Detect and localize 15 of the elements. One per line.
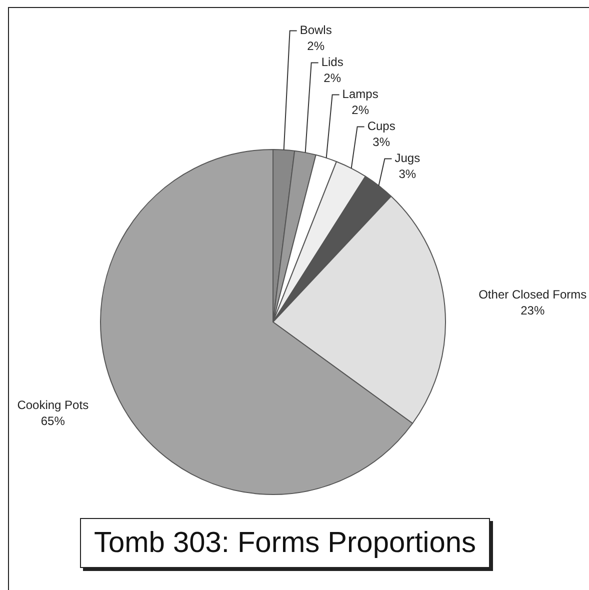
data-label: 3% <box>398 167 416 182</box>
slice-label: Bowls <box>300 23 332 38</box>
slice-label: Cups <box>367 119 396 134</box>
slice-label: Lamps <box>342 87 378 102</box>
text: Tomb 303: Forms Proportions <box>80 518 490 568</box>
slice-label: Cooking Pots <box>17 398 89 412</box>
data-label: 3% <box>372 135 390 150</box>
data-label: 2% <box>324 71 342 86</box>
slice-label: Other Closed Forms <box>478 287 587 302</box>
slice-label: Jugs <box>394 151 420 166</box>
data-label: 23% <box>520 303 545 318</box>
data-label: 65% <box>40 414 66 428</box>
data-label: 2% <box>307 39 325 54</box>
slice-label: Lids <box>321 55 344 70</box>
data-label: 2% <box>352 103 370 118</box>
